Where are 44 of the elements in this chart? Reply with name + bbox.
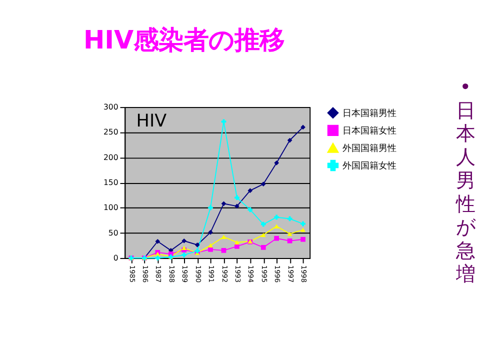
annotation: HIV	[136, 112, 167, 132]
point	[208, 230, 213, 235]
text: •日本人男性が急増	[456, 75, 475, 286]
point	[274, 160, 280, 166]
point	[248, 188, 253, 194]
point	[182, 252, 187, 258]
point	[300, 124, 306, 130]
legend-label: 外国国籍男性	[342, 142, 397, 154]
y-tick-label: 250	[103, 128, 118, 137]
point	[234, 204, 240, 209]
point	[208, 205, 213, 210]
point	[274, 236, 280, 241]
point	[300, 236, 306, 242]
legend-label: 日本国籍男性	[342, 108, 397, 119]
y-tick-label: 0	[113, 253, 118, 262]
point	[221, 201, 226, 206]
point	[194, 242, 200, 248]
point	[287, 238, 292, 244]
chart-title: HIV感染者の推移	[83, 26, 285, 55]
point	[260, 182, 266, 186]
point	[221, 234, 226, 239]
point	[208, 246, 213, 252]
y-tick-label: 150	[103, 178, 118, 187]
point	[300, 228, 306, 232]
point	[155, 238, 160, 244]
y-tick-label: 50	[108, 228, 118, 238]
point	[234, 240, 240, 244]
point	[260, 222, 266, 227]
point	[221, 248, 226, 253]
point	[234, 244, 240, 249]
point	[274, 224, 280, 228]
point	[234, 195, 240, 200]
y-tick-label: 200	[103, 152, 118, 162]
legend-label: 外国国籍女性	[342, 160, 397, 172]
point	[208, 243, 213, 248]
point	[182, 238, 187, 244]
point	[260, 244, 266, 250]
point	[287, 232, 292, 236]
y-tick-label: 300	[103, 102, 118, 112]
point	[260, 232, 266, 237]
point	[155, 256, 160, 260]
y-tick-label: 100	[103, 203, 118, 212]
legend-label: 日本国籍女性	[342, 125, 397, 136]
point	[248, 207, 253, 212]
